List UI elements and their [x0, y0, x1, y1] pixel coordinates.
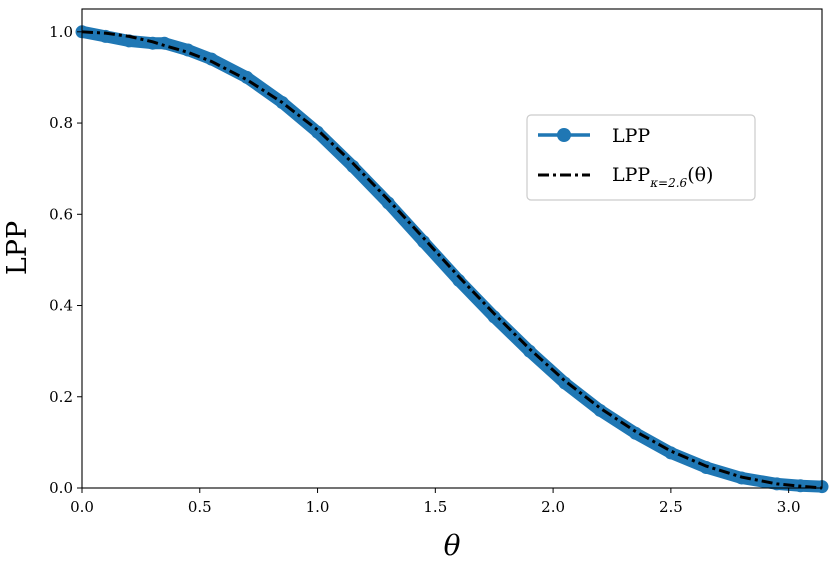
x-tick-label: 1.5: [423, 498, 447, 516]
axes-frame: [81, 8, 823, 489]
x-tick-label: 2.5: [659, 498, 683, 516]
x-axis: 0.0 0.5 1.0 1.5 2.0 2.5 3.0: [70, 488, 801, 516]
x-axis-label: θ: [444, 529, 461, 562]
series-lpp-point: [157, 36, 171, 50]
series-lpp-point: [381, 196, 395, 210]
x-tick-label: 3.0: [777, 498, 801, 516]
series-lpp-point: [523, 344, 537, 358]
y-tick-label: 0.2: [49, 388, 73, 406]
x-tick-label: 2.0: [541, 498, 565, 516]
legend-subscript: κ=2.6: [649, 176, 687, 190]
y-tick-label: 0.0: [49, 479, 73, 497]
series-lpp-point: [629, 426, 643, 440]
x-tick-label: 0.0: [70, 498, 94, 516]
y-tick-label: 0.8: [49, 114, 73, 132]
legend-label-lpp-kappa: LPPκ=2.6(θ): [612, 164, 713, 190]
x-tick-label: 0.5: [188, 498, 212, 516]
legend: LPP LPPκ=2.6(θ): [526, 114, 756, 201]
series-lpp-point: [452, 273, 466, 287]
y-axis-label: LPP: [2, 221, 33, 275]
x-tick-label: 1.0: [306, 498, 330, 516]
y-tick-label: 0.4: [49, 297, 73, 315]
plot-area: [75, 25, 829, 494]
legend-label-lpp: LPP: [612, 125, 650, 147]
legend-marker-lpp: [557, 128, 571, 142]
series-lpp-point: [417, 235, 431, 249]
y-axis: 0.0 0.2 0.4 0.6 0.8 1.0: [49, 23, 82, 497]
series-lpp-point: [346, 159, 360, 173]
legend-suffix: (θ): [687, 164, 713, 186]
y-tick-label: 0.6: [49, 205, 73, 223]
series-lpp-point: [487, 310, 501, 324]
series-lpp-line: [76, 25, 828, 493]
series-lpp-kappa-line: [81, 30, 823, 490]
y-tick-label: 1.0: [49, 23, 73, 41]
